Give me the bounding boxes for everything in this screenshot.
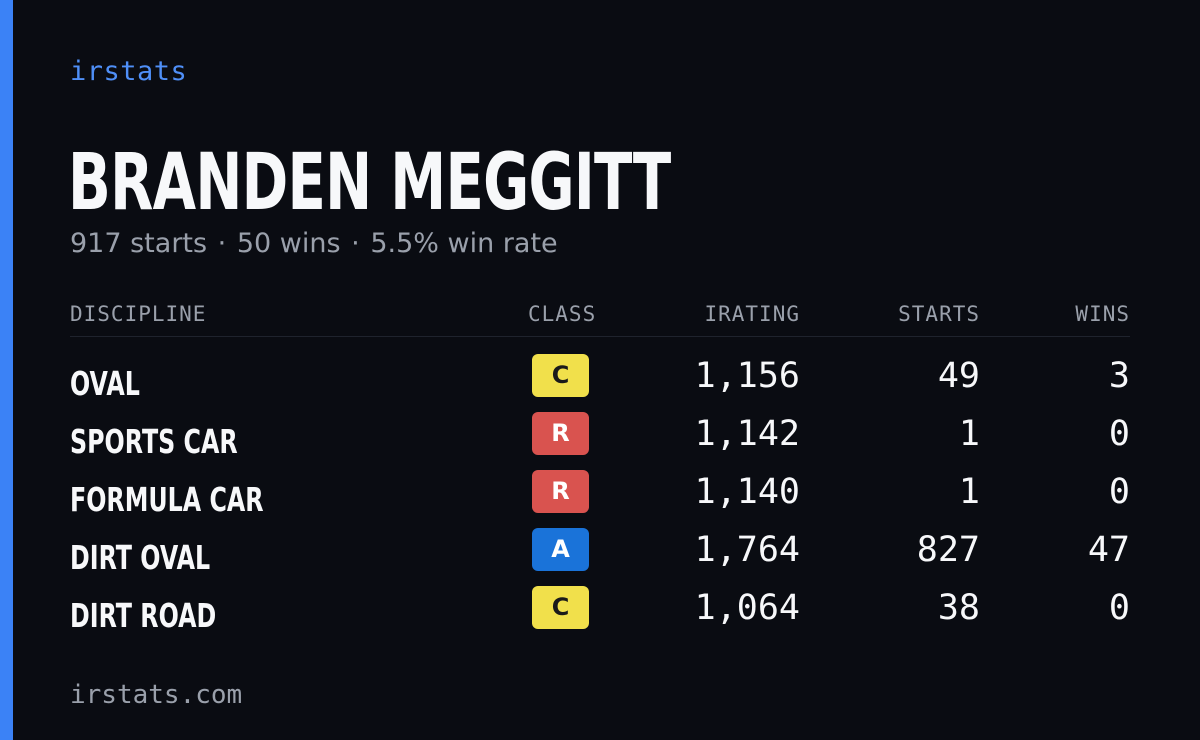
summary-win-rate: 5.5% win rate: [370, 228, 558, 259]
license-class-badge: C: [532, 586, 589, 629]
row-starts: 827: [916, 530, 980, 570]
stats-table-header: DISCIPLINE CLASS IRATING STARTS WINS: [70, 300, 1130, 337]
row-discipline: OVAL: [70, 364, 140, 403]
license-class-badge: A: [532, 528, 589, 571]
driver-name: BRANDEN MEGGITT: [68, 138, 671, 228]
row-wins: 0: [1108, 414, 1130, 454]
row-irating: 1,142: [694, 414, 800, 454]
row-starts: 49: [937, 356, 980, 396]
row-irating: 1,156: [694, 356, 800, 396]
row-starts: 1: [958, 472, 980, 512]
header-starts: STARTS: [898, 302, 980, 326]
driver-summary: 917 starts · 50 wins · 5.5% win rate: [70, 228, 558, 259]
accent-bar: [0, 0, 13, 740]
summary-wins: 50 wins: [236, 228, 341, 259]
header-wins: WINS: [1075, 302, 1130, 326]
row-wins: 3: [1108, 356, 1130, 396]
table-row: SPORTS CAR R 1,142 1 0: [70, 412, 1130, 470]
header-irating: IRATING: [704, 302, 800, 326]
table-row: OVAL C 1,156 49 3: [70, 354, 1130, 412]
row-wins: 0: [1108, 472, 1130, 512]
table-row: DIRT ROAD C 1,064 38 0: [70, 586, 1130, 644]
license-class-badge: R: [532, 412, 589, 455]
header-class: CLASS: [528, 302, 597, 326]
license-class-badge: C: [532, 354, 589, 397]
row-wins: 47: [1087, 530, 1130, 570]
summary-separator: ·: [217, 228, 227, 259]
row-irating: 1,064: [694, 588, 800, 628]
table-row: FORMULA CAR R 1,140 1 0: [70, 470, 1130, 528]
row-discipline: DIRT OVAL: [70, 538, 211, 577]
row-irating: 1,140: [694, 472, 800, 512]
row-discipline: SPORTS CAR: [70, 422, 238, 461]
brand-logo-text: irstats: [70, 56, 188, 87]
row-irating: 1,764: [694, 530, 800, 570]
summary-starts: 917 starts: [70, 228, 208, 259]
license-class-badge: R: [532, 470, 589, 513]
table-row: DIRT OVAL A 1,764 827 47: [70, 528, 1130, 586]
footer-site-url: irstats.com: [70, 680, 243, 710]
summary-separator: ·: [351, 228, 360, 259]
row-starts: 1: [958, 414, 980, 454]
row-discipline: DIRT ROAD: [70, 596, 217, 635]
header-discipline: DISCIPLINE: [70, 302, 207, 326]
row-starts: 38: [937, 588, 980, 628]
row-wins: 0: [1108, 588, 1130, 628]
row-discipline: FORMULA CAR: [70, 480, 264, 519]
